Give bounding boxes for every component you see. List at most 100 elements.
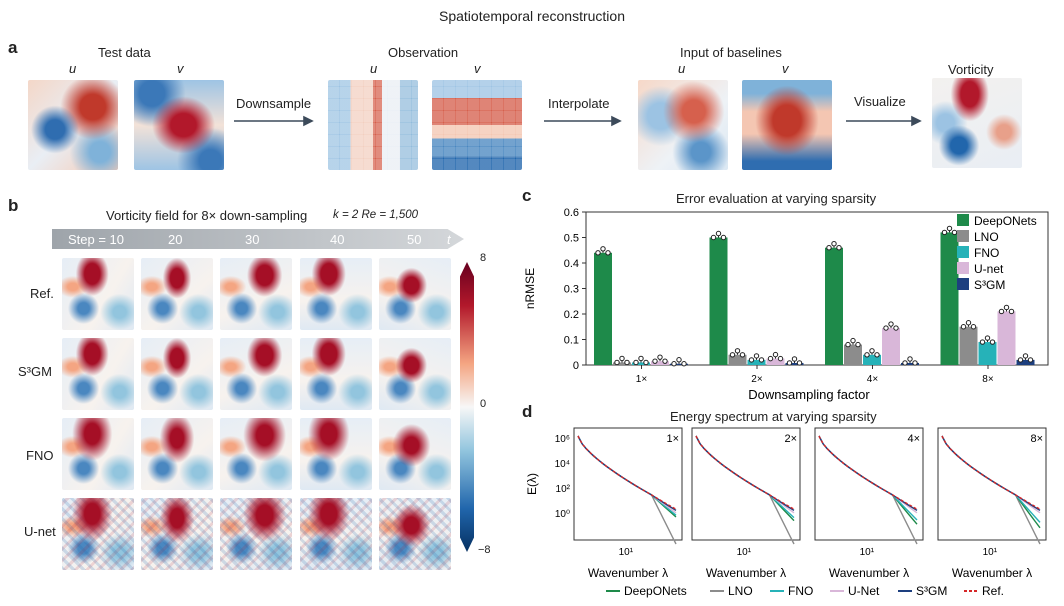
bar-s³gm bbox=[785, 362, 804, 365]
data-point bbox=[1022, 353, 1029, 359]
data-point bbox=[826, 245, 832, 251]
energy-spectrum-plots: 1× 10¹ Wavenumber λ 10⁶ 10⁴ 10² 10⁰ E(λ) 2× 10¹ Wa… bbox=[525, 427, 1047, 598]
panel-b-params: k = 2 Re = 1,500 bbox=[333, 209, 419, 221]
data-point bbox=[748, 357, 755, 363]
data-point bbox=[715, 230, 722, 237]
ref-curve bbox=[818, 435, 918, 510]
step-label-20: 20 bbox=[168, 232, 183, 247]
data-point bbox=[941, 229, 948, 236]
vorticity-cell bbox=[300, 498, 372, 570]
legend-label: S³GM bbox=[974, 278, 1005, 292]
deeponets-curve bbox=[577, 435, 677, 518]
vorticity-cell bbox=[300, 258, 372, 330]
data-point bbox=[998, 308, 1005, 315]
y-tick-label: 10⁶ bbox=[555, 434, 570, 445]
legend-swatch bbox=[957, 230, 969, 242]
data-point bbox=[662, 358, 668, 364]
observation-u-field bbox=[328, 80, 418, 170]
data-point bbox=[652, 358, 658, 364]
step-label-40: 40 bbox=[330, 232, 345, 247]
lno-curve bbox=[818, 435, 918, 545]
x-tick-label: 2× bbox=[751, 374, 763, 385]
data-point bbox=[772, 351, 779, 358]
data-point bbox=[643, 359, 649, 366]
data-point bbox=[600, 246, 606, 252]
legend-label: U-Net bbox=[848, 584, 880, 598]
time-bar bbox=[52, 229, 464, 249]
fno-curve bbox=[577, 435, 677, 516]
data-point bbox=[960, 324, 967, 330]
data-point bbox=[979, 339, 986, 345]
bar-s³gm bbox=[901, 362, 919, 365]
data-point bbox=[989, 339, 996, 345]
x-tick-label: 10¹ bbox=[737, 547, 752, 558]
legend-swatch bbox=[957, 214, 969, 226]
y-tick-label: 0.1 bbox=[564, 335, 579, 347]
y-tick-label: 0.4 bbox=[564, 258, 579, 270]
bar-deeponets bbox=[594, 252, 612, 365]
data-point bbox=[739, 352, 746, 358]
test-u-field bbox=[28, 80, 118, 170]
data-point bbox=[869, 348, 875, 354]
bar-lno bbox=[613, 362, 631, 365]
data-point bbox=[845, 341, 851, 348]
test-data-label: Test data bbox=[98, 45, 151, 60]
legend-swatch bbox=[957, 278, 969, 290]
vorticity-cell bbox=[62, 418, 134, 490]
factor-label: 2× bbox=[784, 433, 797, 445]
factor-label: 4× bbox=[907, 433, 920, 445]
vorticity-cell bbox=[141, 418, 213, 490]
vorticity-cell bbox=[141, 338, 213, 410]
t-label: t bbox=[447, 232, 451, 247]
step-label-10: Step = 10 bbox=[68, 232, 125, 247]
data-point bbox=[965, 320, 972, 326]
s3gm-curve bbox=[577, 435, 677, 511]
data-point bbox=[836, 245, 842, 251]
data-point bbox=[864, 352, 870, 358]
u-label-1: u bbox=[69, 61, 77, 76]
panel-a-letter: a bbox=[8, 38, 18, 57]
bar-fno bbox=[632, 362, 650, 365]
data-point bbox=[850, 337, 856, 344]
data-point bbox=[874, 352, 880, 358]
data-point bbox=[619, 355, 625, 362]
spectrum-title: Energy spectrum at varying sparsity bbox=[670, 409, 877, 424]
step-label-30: 30 bbox=[245, 232, 260, 247]
input-v-field bbox=[742, 80, 832, 170]
bar-fno bbox=[863, 354, 881, 365]
vorticity-cell bbox=[379, 498, 451, 570]
vorticity-field bbox=[932, 78, 1022, 168]
observation-label: Observation bbox=[388, 45, 459, 60]
panel-d-letter: d bbox=[522, 402, 533, 421]
vorticity-cell bbox=[62, 338, 134, 410]
deeponets-curve bbox=[695, 435, 795, 522]
colorbar-min: −8 bbox=[478, 544, 491, 556]
lno-curve bbox=[577, 435, 677, 545]
legend-label: LNO bbox=[728, 584, 753, 598]
legend-label: Ref. bbox=[982, 584, 1004, 598]
data-point bbox=[888, 321, 894, 327]
x-tick-label: 8× bbox=[982, 374, 994, 385]
vorticity-cell bbox=[62, 498, 134, 570]
data-point bbox=[753, 353, 760, 359]
x-axis-label: Wavenumber λ bbox=[706, 566, 786, 580]
data-point bbox=[767, 355, 774, 362]
y-tick-label: 0.5 bbox=[564, 233, 579, 245]
data-point bbox=[710, 234, 717, 241]
visualize-label: Visualize bbox=[854, 94, 906, 109]
data-point bbox=[720, 234, 727, 241]
data-point bbox=[1027, 357, 1034, 363]
data-point bbox=[624, 359, 630, 366]
legend-label: U-net bbox=[974, 262, 1004, 276]
data-point bbox=[951, 229, 958, 236]
s3gm-curve bbox=[818, 435, 918, 511]
s3gm-curve bbox=[941, 435, 1041, 511]
data-point bbox=[758, 357, 765, 363]
bar-u-net bbox=[997, 311, 1016, 365]
colorbar-max: 8 bbox=[480, 252, 487, 264]
fno-curve bbox=[941, 435, 1041, 523]
panel-c-letter: c bbox=[522, 186, 532, 205]
data-point bbox=[831, 241, 837, 247]
vorticity-cell bbox=[300, 338, 372, 410]
bar-lno bbox=[959, 326, 978, 365]
